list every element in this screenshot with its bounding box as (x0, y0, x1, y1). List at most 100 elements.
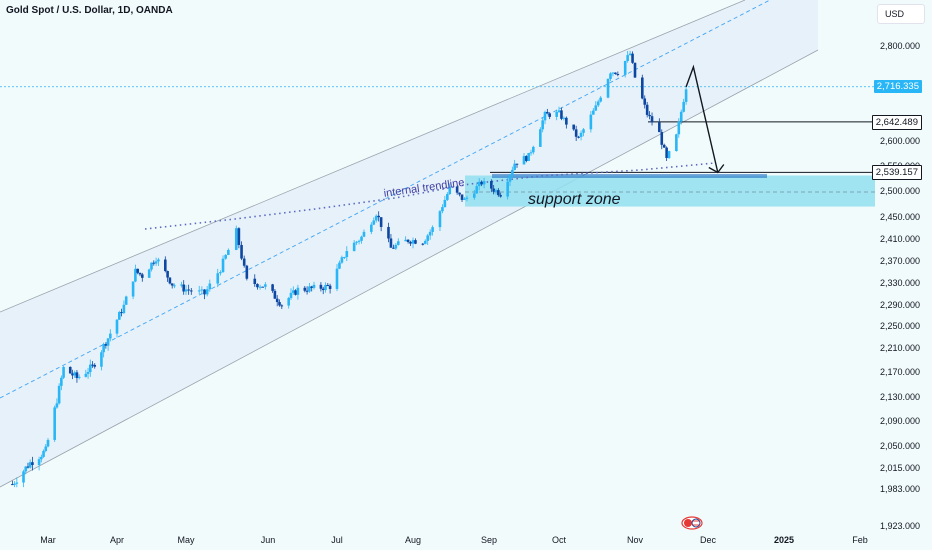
y-tick-label: 2,050.000 (879, 441, 920, 451)
candle-body (296, 287, 300, 295)
candle-body (84, 373, 88, 377)
level-price-label: 2,642.489 (871, 114, 922, 130)
candle-body (24, 466, 28, 472)
candle-body (154, 261, 158, 264)
candle-body (221, 258, 225, 273)
candle-body (115, 319, 119, 334)
candle-body (579, 132, 583, 137)
candle-body (650, 116, 654, 123)
y-tick-label: 2,170.000 (879, 367, 920, 377)
candle-body (357, 240, 361, 242)
candle-body (189, 290, 193, 292)
candle-body (492, 188, 495, 192)
candle-body (77, 376, 81, 379)
y-tick-label: 2,800.000 (879, 41, 920, 51)
candle-body (355, 241, 358, 243)
candle-body (611, 72, 615, 74)
candle-body (237, 228, 241, 245)
candle-body (275, 298, 279, 303)
candle-body (62, 366, 65, 378)
candle-body (312, 284, 316, 288)
candle-body (448, 186, 452, 195)
candle-body (532, 146, 535, 153)
candle-body (446, 194, 449, 200)
candle-body (421, 243, 425, 245)
candle-body (292, 290, 295, 293)
candle-body (438, 211, 442, 228)
candle-body (335, 268, 339, 289)
candle-body (675, 134, 678, 152)
candle-body (352, 242, 356, 252)
candle-body (660, 132, 664, 145)
candle-body (68, 366, 72, 374)
candle-body (404, 239, 407, 242)
candle-body (641, 77, 644, 99)
candle-body (104, 344, 108, 346)
candle-body (682, 101, 685, 112)
candle-body (256, 284, 259, 288)
level-price-label: 2,539.157 (871, 165, 922, 181)
candle-body (631, 53, 634, 63)
candle-body (205, 289, 209, 295)
candle-body (658, 122, 661, 133)
x-tick-label: Apr (109, 535, 125, 545)
candle-body (648, 114, 651, 117)
candle-body (294, 290, 297, 295)
currency-button[interactable]: USD (877, 4, 925, 24)
y-tick-label: 2,450.000 (879, 212, 920, 222)
candle-body (506, 181, 509, 197)
candle-body (511, 169, 514, 175)
candle-body (200, 289, 204, 291)
candle-body (11, 484, 14, 486)
candle-body (679, 111, 683, 122)
x-tick-label: Oct (551, 535, 567, 545)
candle-body (253, 278, 257, 285)
candle-body (557, 110, 561, 113)
candle-body (463, 198, 466, 200)
candle-body (582, 129, 585, 133)
candle-body (71, 373, 74, 376)
x-tick-label: Dec (699, 535, 717, 545)
candle-body (541, 120, 544, 130)
internal-trendline (144, 162, 716, 230)
candle-body (394, 244, 398, 249)
us-flag-icon[interactable] (681, 516, 703, 530)
candle-body (616, 74, 620, 76)
candle-body (565, 117, 568, 125)
candle-body (131, 281, 135, 297)
candle-body (120, 312, 123, 314)
y-tick-label: 2,410.000 (879, 234, 920, 244)
candle-body (387, 226, 390, 239)
candle-body (15, 482, 19, 484)
candle-body (665, 147, 668, 158)
candle-body (219, 272, 222, 274)
candle-body (42, 450, 45, 457)
candle-body (555, 112, 558, 117)
y-tick-label: 2,330.000 (879, 278, 920, 288)
candle-body (310, 286, 313, 288)
candle-body (31, 462, 34, 465)
candle-body (626, 55, 629, 61)
candle-body (308, 286, 311, 292)
candle-body (261, 286, 265, 288)
projection-arrow (685, 64, 725, 174)
x-tick-label: Mar (40, 535, 56, 545)
candle-body (645, 104, 649, 115)
candle-body (93, 364, 97, 367)
candle-body (684, 89, 688, 102)
x-tick-label: Jul (331, 535, 343, 545)
y-tick-label: 2,500.000 (879, 186, 920, 196)
candle-body (614, 72, 617, 75)
x-tick-label: Jun (260, 535, 276, 545)
candle-body (423, 240, 427, 244)
y-tick-label: 2,290.000 (879, 300, 920, 310)
drawing-lines (0, 86, 875, 230)
candle-body (234, 228, 238, 250)
candle-body (88, 364, 92, 373)
y-tick-label: 1,983.000 (879, 484, 920, 494)
candle-body (134, 268, 137, 282)
candle-body (75, 372, 79, 379)
candle-body (472, 193, 476, 198)
